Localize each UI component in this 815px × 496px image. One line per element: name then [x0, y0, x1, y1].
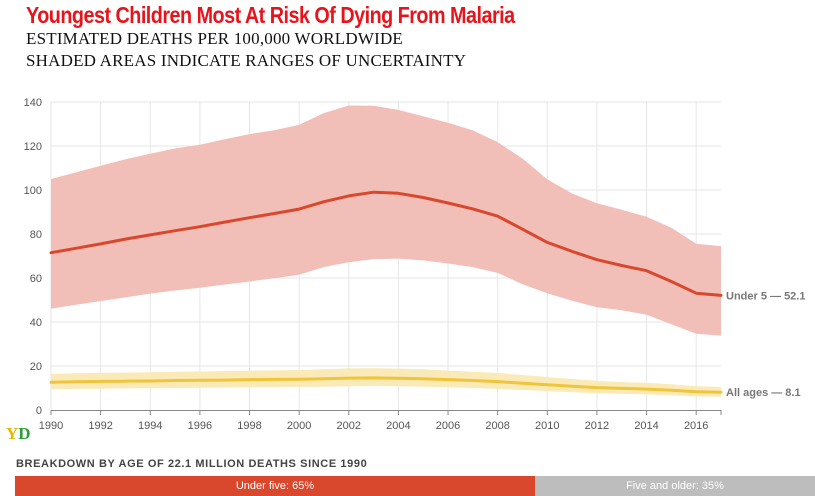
chart-subtitle-line-2: SHADED AREAS INDICATE RANGES OF UNCERTAI…	[26, 51, 467, 70]
x-tick-label-1990: 1990	[39, 420, 63, 432]
breakdown-bar: Under five: 65% Five and older: 35%	[15, 476, 815, 496]
y-tick-label-80: 80	[30, 229, 42, 241]
y-tick-label-40: 40	[30, 317, 42, 329]
x-tick-label-2014: 2014	[634, 420, 658, 432]
y-tick-label-140: 140	[24, 97, 42, 109]
line-chart: 0 20 40 60 80 100 120 140 1990 1992 1994 1996 1998 20…	[24, 97, 806, 432]
y-tick-label-0: 0	[36, 405, 42, 417]
y-tick-label-20: 20	[30, 361, 42, 373]
x-tick-label-1996: 1996	[188, 420, 212, 432]
chart-axes: 0 20 40 60 80 100 120 140 1990 1992 1994 1996 1998 20…	[24, 97, 722, 432]
under-5-line	[49, 190, 723, 297]
y-tick-label-60: 60	[30, 273, 42, 285]
x-tick-label-2010: 2010	[535, 420, 559, 432]
x-tick-label-2006: 2006	[436, 420, 460, 432]
chart-title: Youngest Children Most At Risk Of Dying …	[26, 2, 515, 28]
breakdown-title: BREAKDOWN BY AGE OF 22.1 MILLION DEATHS …	[16, 458, 368, 470]
x-tick-label-2000: 2000	[287, 420, 311, 432]
uncertainty-bands	[51, 105, 721, 397]
series-end-labels: Under 5 — 52.1 All ages — 8.1	[726, 290, 805, 399]
y-tick-label-100: 100	[24, 185, 42, 197]
breakdown-segment-under-five: Under five: 65%	[15, 476, 535, 496]
x-tick-label-2016: 2016	[684, 420, 708, 432]
x-tick-label-1992: 1992	[88, 420, 112, 432]
x-tick-label-2012: 2012	[585, 420, 609, 432]
all-ages-line	[49, 376, 723, 394]
chart-subtitle-line-1: ESTIMATED DEATHS PER 100,000 WORLDWIDE	[26, 29, 404, 48]
series-lines	[49, 190, 723, 394]
all-ages-uncertainty-band	[51, 368, 721, 397]
y-tick-label-120: 120	[24, 141, 42, 153]
x-tick-label-2002: 2002	[337, 420, 361, 432]
yd-logo: YD	[6, 424, 31, 444]
x-tick-label-1994: 1994	[138, 420, 162, 432]
breakdown-segment-five-and-older: Five and older: 35%	[535, 476, 815, 496]
logo-letter-y: Y	[6, 424, 19, 443]
x-tick-label-2004: 2004	[386, 420, 410, 432]
x-tick-label-2008: 2008	[485, 420, 509, 432]
x-tick-label-1998: 1998	[237, 420, 261, 432]
all-ages-end-label: All ages — 8.1	[726, 387, 801, 399]
logo-letter-d: D	[18, 424, 31, 443]
under-5-end-label: Under 5 — 52.1	[726, 290, 805, 302]
under-5-uncertainty-band	[51, 105, 721, 336]
